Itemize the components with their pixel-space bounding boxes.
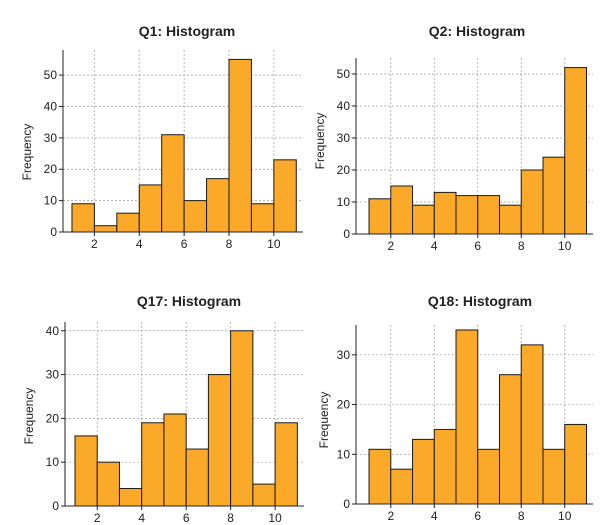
y-tick-label: 0 xyxy=(52,499,59,513)
x-tick-label: 4 xyxy=(431,239,438,253)
chart-panel-q18: Q18: Histogram Frequency 0 10 20 30 2 4 6 8 10 xyxy=(317,293,593,523)
plot-area: 0 10 20 30 40 50 2 4 6 8 10 xyxy=(44,50,303,251)
histogram-bar xyxy=(455,329,479,505)
x-tick-label: 6 xyxy=(183,511,190,525)
y-tick-label: 30 xyxy=(337,131,351,145)
plot-area: 0 10 20 30 40 50 2 4 6 8 10 xyxy=(337,58,593,253)
x-tick-label: 8 xyxy=(227,511,234,525)
x-tick-label: 6 xyxy=(474,509,481,523)
y-tick-label: 30 xyxy=(46,368,60,382)
y-tick-label: 30 xyxy=(44,131,58,145)
x-tick-label: 2 xyxy=(91,237,98,251)
y-tick-label: 20 xyxy=(44,162,58,176)
histogram-bar xyxy=(138,184,163,233)
y-tick-label: 40 xyxy=(44,99,58,113)
histogram-bar xyxy=(499,204,522,235)
x-tick-label: 4 xyxy=(431,509,438,523)
histogram-bar xyxy=(274,422,298,507)
histogram-bar xyxy=(185,448,209,507)
histogram-bar xyxy=(230,330,254,507)
histogram-bar xyxy=(96,461,120,507)
y-tick-label: 0 xyxy=(50,225,57,239)
y-tick-label: 0 xyxy=(343,497,350,511)
histogram-bar xyxy=(141,422,165,507)
histogram-bar xyxy=(163,413,187,507)
histogram-bar xyxy=(564,67,587,235)
plot-area: 0 10 20 30 2 4 6 8 10 xyxy=(337,325,593,523)
histogram-bar xyxy=(116,212,140,233)
y-axis-label: Frequency xyxy=(20,124,34,181)
chart-title: Q1: Histogram xyxy=(139,23,235,39)
x-tick-label: 10 xyxy=(268,511,282,525)
x-tick-label: 4 xyxy=(136,237,143,251)
histogram-bar xyxy=(183,200,208,233)
y-tick-label: 10 xyxy=(337,195,351,209)
x-tick-label: 8 xyxy=(518,239,525,253)
chart-panel-q1: Q1: Histogram Frequency 0 10 20 30 40 50 2 4 6 8 1… xyxy=(20,23,303,251)
histogram-bar xyxy=(206,178,230,233)
chart-title: Q18: Histogram xyxy=(428,293,532,309)
histogram-bar xyxy=(368,198,392,235)
y-tick-label: 50 xyxy=(44,68,58,82)
y-tick-label: 20 xyxy=(337,398,351,412)
histogram-bar xyxy=(520,344,544,505)
chart-panel-q17: Q17: Histogram Frequency 0 10 20 30 40 2 4 6 8 10 xyxy=(22,293,304,525)
x-tick-label: 10 xyxy=(267,237,281,251)
x-tick-label: 10 xyxy=(558,239,572,253)
chart-title: Q17: Histogram xyxy=(137,293,241,309)
y-tick-label: 0 xyxy=(343,227,350,241)
histogram-bar xyxy=(520,169,544,235)
histogram-bar xyxy=(433,428,457,505)
x-tick-label: 8 xyxy=(518,509,525,523)
histogram-bar xyxy=(477,195,501,235)
y-tick-label: 50 xyxy=(337,67,351,81)
y-axis-label: Frequency xyxy=(317,392,331,449)
histogram-bar xyxy=(118,487,143,507)
chart-panel-q2: Q2: Histogram Frequency 0 10 20 30 40 50 2 4 6 8 1… xyxy=(313,23,593,253)
x-tick-label: 2 xyxy=(387,509,394,523)
histogram-bar xyxy=(390,468,414,505)
histogram-bar xyxy=(161,134,185,233)
y-axis-label: Frequency xyxy=(313,113,327,170)
y-tick-label: 40 xyxy=(46,324,60,338)
histogram-bar xyxy=(390,185,414,235)
y-tick-label: 40 xyxy=(337,99,351,113)
histogram-bar xyxy=(273,159,297,233)
chart-title: Q2: Histogram xyxy=(429,23,525,39)
histogram-bar xyxy=(74,435,98,507)
histogram-bar xyxy=(71,203,95,233)
histogram-bar xyxy=(252,483,276,507)
histogram-bar xyxy=(433,191,457,235)
y-axis-label: Frequency xyxy=(22,388,36,445)
histogram-bar xyxy=(250,203,275,233)
y-tick-label: 10 xyxy=(44,194,58,208)
y-tick-label: 20 xyxy=(46,411,60,425)
x-tick-label: 6 xyxy=(181,237,188,251)
x-tick-label: 2 xyxy=(94,511,101,525)
y-tick-label: 30 xyxy=(337,348,351,362)
histogram-bar xyxy=(412,204,435,235)
histogram-bar xyxy=(542,156,566,235)
histogram-bar xyxy=(477,448,501,505)
y-tick-label: 10 xyxy=(337,447,351,461)
histogram-bar xyxy=(228,58,252,233)
histogram-bar xyxy=(93,225,118,233)
x-tick-label: 4 xyxy=(138,511,145,525)
x-tick-label: 2 xyxy=(387,239,394,253)
x-tick-label: 10 xyxy=(558,509,572,523)
histogram-bar xyxy=(207,374,232,507)
y-tick-label: 10 xyxy=(46,455,60,469)
y-tick-label: 20 xyxy=(337,163,351,177)
histogram-bar xyxy=(412,438,435,505)
x-tick-label: 6 xyxy=(474,239,481,253)
histogram-bar xyxy=(542,448,566,505)
histogram-bar xyxy=(564,423,587,505)
plot-area: 0 10 20 30 40 2 4 6 8 10 xyxy=(46,322,304,525)
histogram-bar xyxy=(455,195,479,235)
x-tick-label: 8 xyxy=(226,237,233,251)
histogram-bar xyxy=(368,448,392,505)
histogram-bar xyxy=(499,374,522,505)
